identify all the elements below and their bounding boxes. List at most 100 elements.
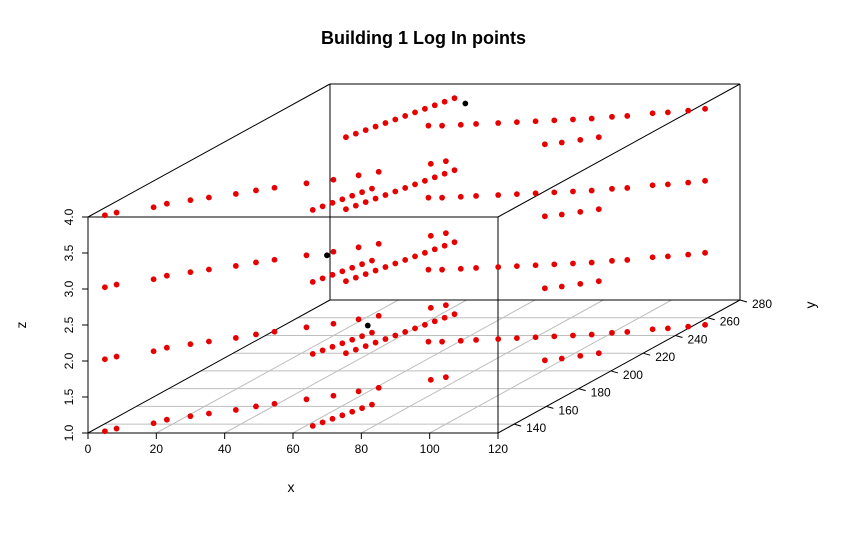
- data-point: [359, 261, 365, 268]
- x-tick-label: 120: [488, 442, 508, 456]
- data-point: [513, 119, 520, 126]
- data-point: [439, 338, 445, 345]
- data-point: [113, 281, 120, 288]
- data-point: [343, 278, 349, 285]
- y-tick-label: 280: [752, 297, 772, 311]
- data-point: [609, 113, 615, 120]
- data-point: [588, 331, 595, 338]
- data-point: [187, 269, 194, 276]
- data-point: [372, 339, 379, 346]
- z-tick-label: 2.5: [62, 316, 76, 333]
- data-point: [369, 185, 375, 192]
- data-point: [702, 105, 708, 112]
- data-point: [532, 334, 539, 341]
- data-point: [319, 203, 326, 210]
- data-point: [271, 256, 278, 263]
- data-point: [330, 176, 337, 183]
- data-point: [570, 260, 576, 267]
- axis-ticks: 0 20 40 60 80 100 120 140 160 180 200 220 240 260 280 1…: [62, 208, 772, 456]
- data-point: [624, 257, 631, 263]
- data-point: [427, 232, 434, 239]
- data-point: [187, 341, 194, 348]
- data-point: [451, 167, 458, 174]
- data-point: [577, 136, 584, 143]
- z-tick-label: 1.5: [62, 388, 76, 405]
- y-tick-mark: [546, 405, 554, 409]
- data-point: [558, 139, 565, 146]
- data-point: [101, 356, 108, 363]
- data-point: [339, 412, 346, 419]
- data-point: [303, 324, 310, 331]
- data-point: [355, 244, 362, 251]
- data-point: [206, 338, 212, 345]
- data-point: [392, 260, 399, 267]
- data-point: [588, 187, 595, 194]
- data-point: [495, 120, 502, 126]
- data-point: [271, 328, 278, 335]
- data-point: [551, 189, 558, 196]
- data-point: [150, 204, 157, 211]
- data-point: [402, 113, 409, 119]
- data-point: [577, 208, 584, 215]
- data-point: [392, 332, 399, 339]
- data-point: [664, 109, 671, 116]
- data-point: [649, 254, 656, 261]
- data-point: [702, 177, 708, 184]
- data-point: [558, 283, 565, 290]
- data-point: [375, 168, 382, 175]
- data-point: [541, 357, 548, 364]
- grid-line-x: [224, 299, 467, 434]
- data-point: [532, 118, 539, 125]
- x-tick-label: 0: [85, 442, 92, 456]
- x-tick-label: 100: [420, 442, 440, 456]
- data-point: [369, 257, 375, 264]
- data-point: [382, 264, 389, 270]
- data-point: [427, 304, 434, 311]
- data-point: [362, 127, 369, 134]
- data-point: [372, 195, 379, 202]
- data-point: [362, 199, 369, 206]
- data-point: [412, 253, 418, 260]
- data-point-highlight: [364, 322, 371, 329]
- data-point: [624, 185, 631, 191]
- data-point: [362, 343, 369, 350]
- box-edge: [497, 299, 741, 434]
- data-point: [253, 187, 259, 194]
- data-point: [369, 329, 375, 336]
- data-point: [369, 401, 375, 408]
- data-point: [372, 123, 379, 130]
- data-point: [441, 98, 448, 105]
- data-point: [664, 181, 671, 188]
- data-point: [187, 413, 194, 420]
- data-point: [232, 191, 239, 197]
- data-point: [595, 134, 602, 141]
- data-point: [339, 340, 346, 347]
- data-point: [359, 333, 365, 340]
- data-point: [541, 213, 548, 220]
- data-point: [412, 325, 418, 332]
- data-point: [101, 212, 108, 219]
- data-point: [439, 122, 445, 129]
- data-point: [558, 211, 565, 218]
- data-point: [339, 196, 346, 203]
- data-points: [101, 95, 708, 435]
- data-point: [150, 348, 157, 355]
- data-point: [425, 266, 432, 273]
- data-point: [232, 263, 239, 269]
- data-point: [664, 253, 671, 260]
- y-tick-mark: [739, 299, 748, 303]
- data-point: [431, 246, 438, 253]
- data-point: [439, 194, 445, 201]
- data-point: [271, 400, 278, 407]
- grid-line-x: [429, 299, 672, 434]
- data-point: [442, 158, 449, 165]
- data-point: [329, 271, 336, 278]
- data-point: [359, 405, 365, 412]
- data-point: [558, 355, 565, 362]
- data-point: [375, 240, 382, 247]
- data-point: [649, 110, 656, 117]
- data-point: [441, 242, 448, 249]
- data-point: [232, 407, 239, 413]
- data-point: [187, 197, 194, 204]
- data-point: [427, 376, 434, 383]
